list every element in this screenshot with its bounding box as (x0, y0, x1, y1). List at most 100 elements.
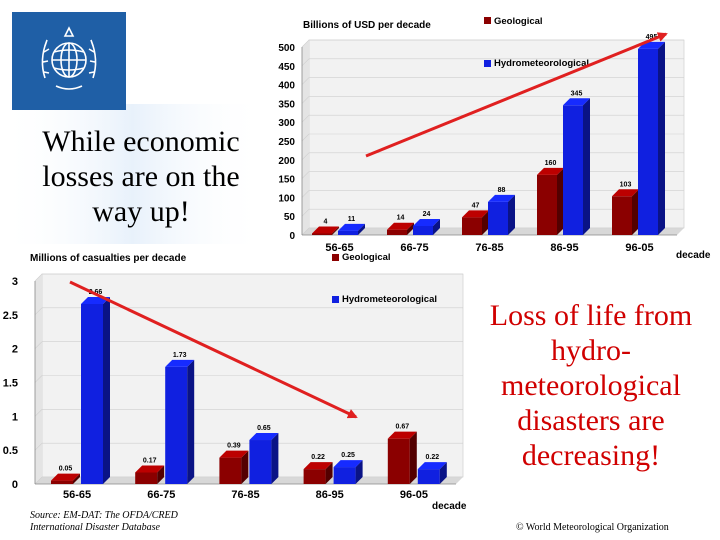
bar-hydrometeorological (488, 194, 515, 235)
bar-top (312, 226, 339, 234)
gridline-side (301, 133, 310, 142)
bar-side (241, 450, 249, 484)
source-note: Source: EM-DAT: The OFDA/CRED Internatio… (30, 510, 178, 534)
legend-label: Geological (494, 16, 543, 27)
gridline-side (34, 375, 43, 383)
bar-side (187, 359, 195, 484)
data-label: 0.05 (59, 466, 73, 473)
bar-side (632, 189, 639, 235)
gridline-side (301, 227, 310, 236)
bar-front (135, 472, 158, 484)
y-tick-label: 0 (289, 231, 295, 242)
legend-swatch (332, 254, 339, 261)
bar-front (51, 480, 73, 484)
bar-top (413, 218, 440, 226)
bar-side (658, 41, 665, 235)
data-label: 0.67 (395, 424, 409, 431)
bar-front (563, 105, 583, 235)
bar-front (165, 366, 188, 484)
x-tick-label: 76-85 (231, 489, 259, 501)
bar-top (537, 167, 564, 175)
source-line-2: International Disaster Database (30, 522, 160, 533)
gridline-side (34, 307, 43, 316)
y-tick-label: 2 (12, 344, 18, 356)
data-label: 0.22 (425, 454, 439, 461)
bar-top (387, 431, 417, 439)
bar-top (612, 189, 639, 197)
data-label: 0.25 (341, 452, 355, 459)
y-tick-label: 250 (278, 137, 295, 148)
x-axis-title: decade (676, 250, 711, 261)
bar-side (482, 210, 489, 235)
bar-front (249, 440, 272, 484)
x-tick-label: 56-65 (63, 489, 91, 501)
bar-geological (312, 226, 339, 235)
x-tick-label: 86-95 (316, 489, 344, 501)
bar-side (409, 431, 417, 484)
bar-side (557, 167, 564, 235)
bar-geological (219, 450, 249, 484)
bar-top (387, 222, 414, 230)
legend-swatch (332, 296, 339, 303)
bar-side (73, 473, 80, 484)
gridline-side (301, 152, 310, 161)
y-tick-label: 400 (278, 81, 295, 92)
data-label: 0.39 (227, 443, 241, 450)
legend-label: Geological (342, 252, 391, 263)
data-label: 103 (620, 181, 632, 188)
bar-geological (612, 189, 639, 235)
gridline-side (34, 476, 43, 485)
bar-front (488, 201, 508, 235)
bar-geological (135, 465, 165, 484)
bar-front (462, 217, 482, 235)
bar-hydrometeorological (413, 218, 440, 235)
bar-top (563, 98, 590, 106)
y-axis-title: Millions of casualties per decade (30, 253, 187, 264)
bar-top (165, 359, 195, 367)
gridline-side (301, 96, 310, 104)
bar-top (462, 210, 489, 218)
x-tick-label: 96-05 (625, 242, 653, 254)
data-label: 11 (348, 216, 356, 223)
bar-top (303, 462, 333, 470)
data-label: 0.65 (257, 425, 271, 432)
y-tick-label: 1 (12, 411, 18, 423)
bar-geological (537, 167, 564, 235)
y-tick-label: 450 (278, 62, 295, 73)
y-tick-label: 350 (278, 99, 295, 110)
bar-front (612, 196, 632, 235)
bar-top (51, 473, 80, 481)
y-tick-label: 0 (12, 479, 18, 491)
y-tick-label: 150 (278, 175, 295, 186)
gridline-side (301, 39, 310, 48)
slogan-economic-losses: While economic losses are on the way up! (42, 125, 240, 228)
wmo-logo (12, 12, 126, 110)
y-tick-label: 0.5 (3, 445, 18, 457)
gridline-side (301, 208, 310, 217)
bar-side (439, 462, 447, 484)
y-tick-label: 200 (278, 156, 295, 167)
gridline-side (34, 273, 43, 282)
bar-front (312, 233, 332, 235)
casualties-chart: 00.511.522.530.052.6656-650.171.7366-750… (3, 252, 467, 512)
x-tick-label: 66-75 (400, 242, 428, 254)
data-label: 0.22 (311, 454, 325, 461)
y-tick-label: 3 (12, 276, 18, 288)
y-tick-label: 2.5 (3, 310, 18, 322)
bar-top (135, 465, 165, 473)
bar-geological (51, 473, 80, 484)
bar-side (103, 297, 110, 484)
data-label: 1.73 (173, 352, 187, 359)
data-label: 88 (498, 187, 506, 194)
bar-side (358, 223, 365, 235)
bar-side (157, 465, 165, 484)
legend-swatch (484, 60, 491, 67)
bar-front (219, 457, 242, 484)
bar-hydrometeorological (338, 223, 365, 235)
bar-top (417, 462, 447, 470)
bar-side (508, 194, 515, 235)
x-axis-title: decade (432, 501, 467, 512)
data-label: 160 (545, 160, 557, 167)
gridline-side (301, 190, 310, 198)
